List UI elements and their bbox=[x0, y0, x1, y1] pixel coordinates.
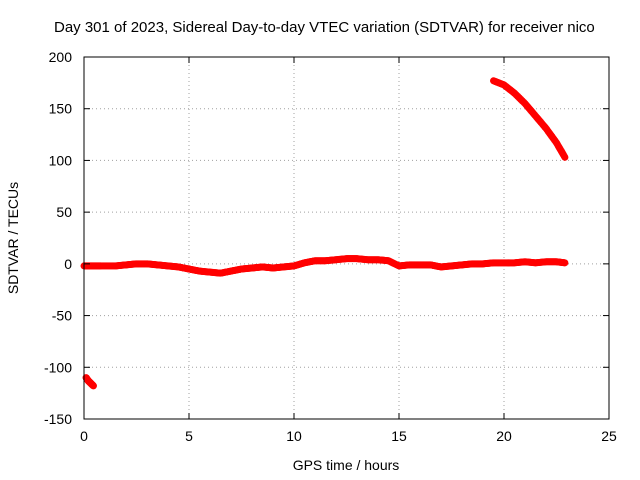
y-tick-label: 150 bbox=[49, 101, 73, 117]
grid bbox=[84, 57, 609, 419]
y-tick-label: -150 bbox=[44, 411, 72, 427]
x-tick-label: 25 bbox=[601, 428, 617, 444]
plot-frame bbox=[83, 56, 610, 420]
x-tick-label: 5 bbox=[185, 428, 193, 444]
data-point bbox=[89, 382, 97, 390]
series-early-arc bbox=[82, 374, 97, 390]
y-tick-label: -100 bbox=[44, 359, 72, 375]
series-late-arc bbox=[490, 77, 569, 161]
y-tick-label: 200 bbox=[49, 49, 73, 65]
y-tick-label: 0 bbox=[64, 256, 72, 272]
y-axis-label: SDTVAR / TECUs bbox=[5, 182, 21, 294]
chart-title: Day 301 of 2023, Sidereal Day-to-day VTE… bbox=[54, 19, 595, 36]
x-tick-label: 10 bbox=[286, 428, 302, 444]
y-tick-label: -50 bbox=[52, 308, 72, 324]
axis-ticks: 0 5 10 15 20 25 200 150 100 50 0 -50 -100 -150 bbox=[44, 49, 617, 444]
x-tick-label: 15 bbox=[391, 428, 407, 444]
y-tick-label: 100 bbox=[49, 152, 73, 168]
series-main-arc bbox=[80, 255, 569, 277]
x-tick-label: 20 bbox=[496, 428, 512, 444]
x-tick-label: 0 bbox=[80, 428, 88, 444]
data-point bbox=[561, 153, 569, 161]
x-axis-label: GPS time / hours bbox=[293, 457, 400, 473]
y-tick-label: 50 bbox=[56, 204, 72, 220]
data-points bbox=[80, 77, 569, 390]
data-point bbox=[561, 259, 569, 267]
